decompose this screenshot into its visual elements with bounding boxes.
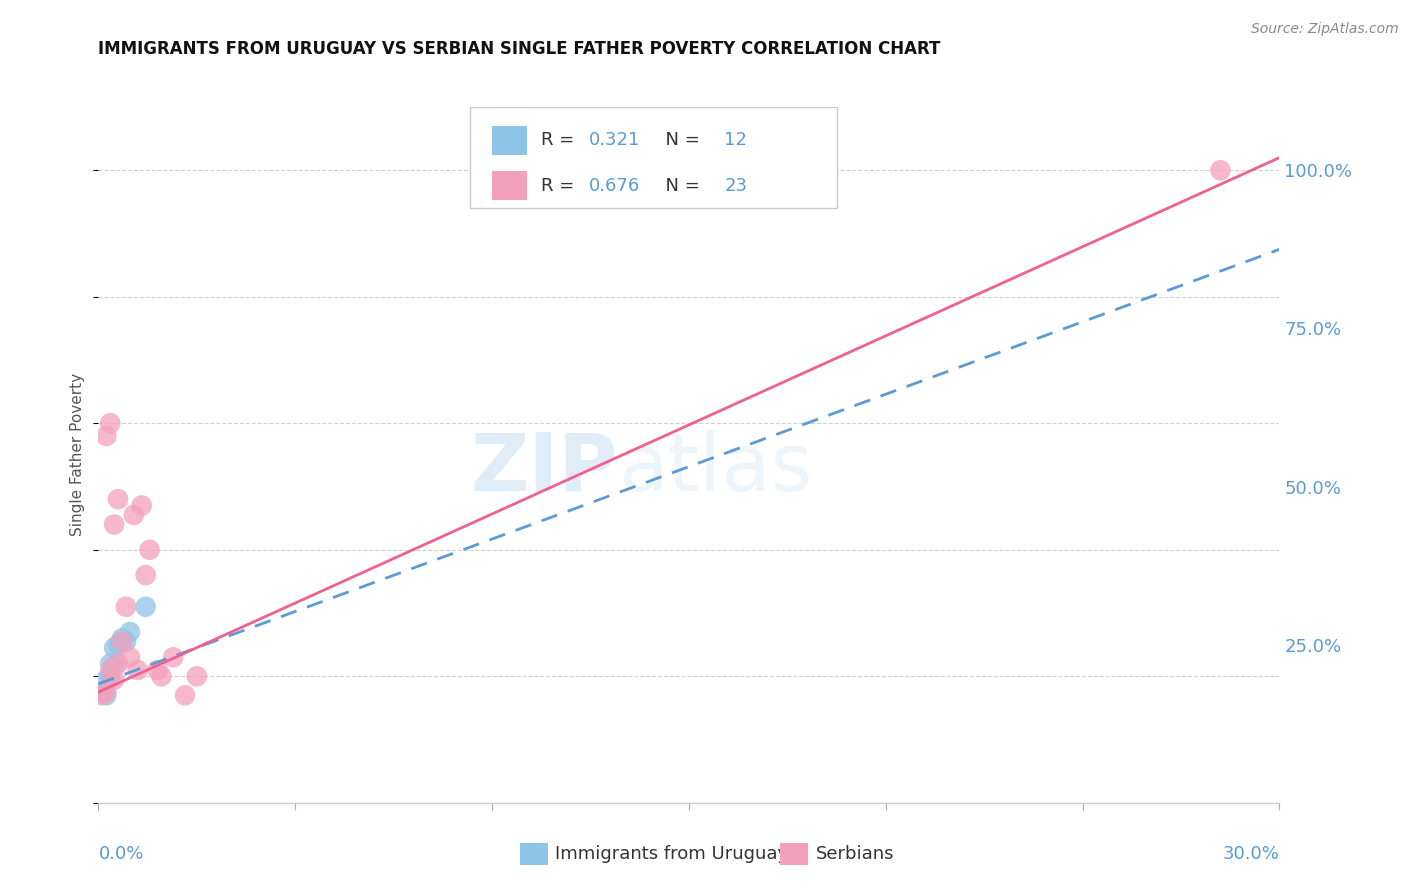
Text: atlas: atlas — [619, 430, 813, 508]
Point — [91, 685, 114, 699]
Text: Source: ZipAtlas.com: Source: ZipAtlas.com — [1251, 22, 1399, 37]
Point — [103, 640, 125, 655]
FancyBboxPatch shape — [471, 107, 837, 208]
Point — [98, 417, 121, 431]
Point — [91, 688, 114, 702]
Point — [162, 650, 184, 665]
Point — [96, 429, 118, 443]
Text: 12: 12 — [724, 131, 747, 149]
Point — [1209, 163, 1232, 178]
Point — [138, 542, 160, 557]
Point — [98, 669, 121, 683]
Point — [115, 634, 138, 648]
Point — [135, 599, 157, 614]
Point — [103, 673, 125, 687]
Text: 0.0%: 0.0% — [98, 845, 143, 863]
Y-axis label: Single Father Poverty: Single Father Poverty — [70, 374, 86, 536]
Point — [96, 685, 118, 699]
Point — [135, 568, 157, 582]
Text: R =: R = — [541, 177, 581, 194]
Text: 0.676: 0.676 — [589, 177, 640, 194]
Text: N =: N = — [654, 177, 704, 194]
Point — [107, 638, 129, 652]
Text: ZIP: ZIP — [471, 430, 619, 508]
Text: 0.321: 0.321 — [589, 131, 640, 149]
Point — [96, 688, 118, 702]
Point — [107, 492, 129, 507]
Point — [107, 657, 129, 671]
Text: IMMIGRANTS FROM URUGUAY VS SERBIAN SINGLE FATHER POVERTY CORRELATION CHART: IMMIGRANTS FROM URUGUAY VS SERBIAN SINGL… — [98, 40, 941, 58]
Text: Serbians: Serbians — [815, 845, 894, 863]
Point — [186, 669, 208, 683]
Text: 23: 23 — [724, 177, 748, 194]
Point — [115, 599, 138, 614]
Text: Immigrants from Uruguay: Immigrants from Uruguay — [555, 845, 789, 863]
Point — [127, 663, 149, 677]
Point — [98, 663, 121, 677]
Text: 30.0%: 30.0% — [1223, 845, 1279, 863]
Bar — [492, 126, 527, 155]
Point — [118, 650, 141, 665]
Bar — [492, 171, 527, 201]
Point — [103, 660, 125, 674]
Point — [103, 517, 125, 532]
Point — [111, 632, 134, 646]
Point — [111, 634, 134, 648]
Point — [96, 673, 118, 687]
Text: N =: N = — [654, 131, 704, 149]
Point — [98, 657, 121, 671]
Point — [174, 688, 197, 702]
Text: R =: R = — [541, 131, 581, 149]
Point — [131, 499, 153, 513]
Point — [150, 669, 173, 683]
Point — [118, 625, 141, 640]
Point — [122, 508, 145, 522]
Point — [146, 663, 169, 677]
